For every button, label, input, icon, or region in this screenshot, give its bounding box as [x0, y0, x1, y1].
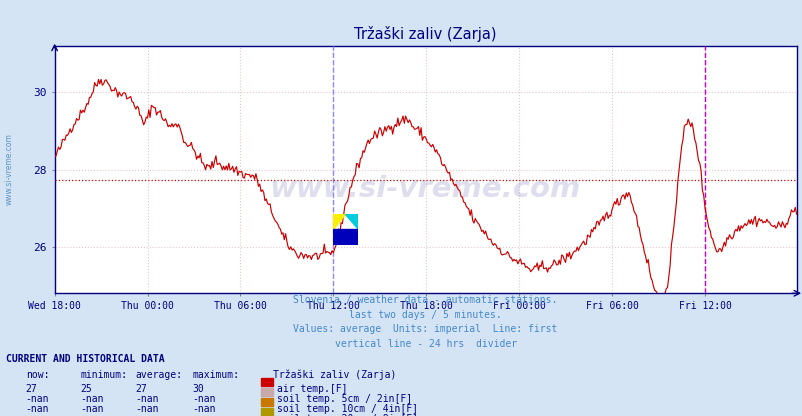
- Text: www.si-vreme.com: www.si-vreme.com: [5, 134, 14, 206]
- Text: -nan: -nan: [135, 404, 158, 414]
- Text: -nan: -nan: [80, 414, 103, 416]
- Text: www.si-vreme.com: www.si-vreme.com: [269, 175, 581, 203]
- Text: now:: now:: [26, 369, 49, 379]
- Text: -nan: -nan: [135, 394, 158, 404]
- Text: minimum:: minimum:: [80, 369, 128, 379]
- Text: Tržaški zaliv (Zarja): Tržaški zaliv (Zarja): [273, 369, 396, 380]
- Text: maximum:: maximum:: [192, 369, 240, 379]
- Bar: [261, 388, 273, 396]
- Text: air temp.[F]: air temp.[F]: [277, 384, 347, 394]
- Title: Tržaški zaliv (Zarja): Tržaški zaliv (Zarja): [354, 26, 496, 42]
- Text: soil temp. 5cm / 2in[F]: soil temp. 5cm / 2in[F]: [277, 394, 411, 404]
- Text: -nan: -nan: [135, 414, 158, 416]
- Bar: [261, 408, 273, 416]
- Bar: [261, 378, 273, 386]
- Text: soil temp. 20cm / 8in[F]: soil temp. 20cm / 8in[F]: [277, 414, 418, 416]
- Text: average:: average:: [135, 369, 182, 379]
- Text: -nan: -nan: [26, 394, 49, 404]
- Text: Slovenia / weather data - automatic stations.
last two days / 5 minutes.
Values:: Slovenia / weather data - automatic stat…: [293, 295, 557, 349]
- Polygon shape: [345, 214, 358, 230]
- Text: -nan: -nan: [80, 404, 103, 414]
- Polygon shape: [332, 230, 358, 245]
- Text: CURRENT AND HISTORICAL DATA: CURRENT AND HISTORICAL DATA: [6, 354, 165, 364]
- Text: -nan: -nan: [192, 414, 216, 416]
- Text: soil temp. 10cm / 4in[F]: soil temp. 10cm / 4in[F]: [277, 404, 418, 414]
- Text: 30: 30: [192, 384, 205, 394]
- Text: 27: 27: [135, 384, 147, 394]
- Polygon shape: [332, 214, 345, 230]
- Text: 27: 27: [26, 384, 38, 394]
- Text: -nan: -nan: [192, 394, 216, 404]
- Text: -nan: -nan: [26, 414, 49, 416]
- Text: -nan: -nan: [26, 404, 49, 414]
- Text: -nan: -nan: [192, 404, 216, 414]
- Text: -nan: -nan: [80, 394, 103, 404]
- Text: 25: 25: [80, 384, 92, 394]
- Bar: [261, 398, 273, 406]
